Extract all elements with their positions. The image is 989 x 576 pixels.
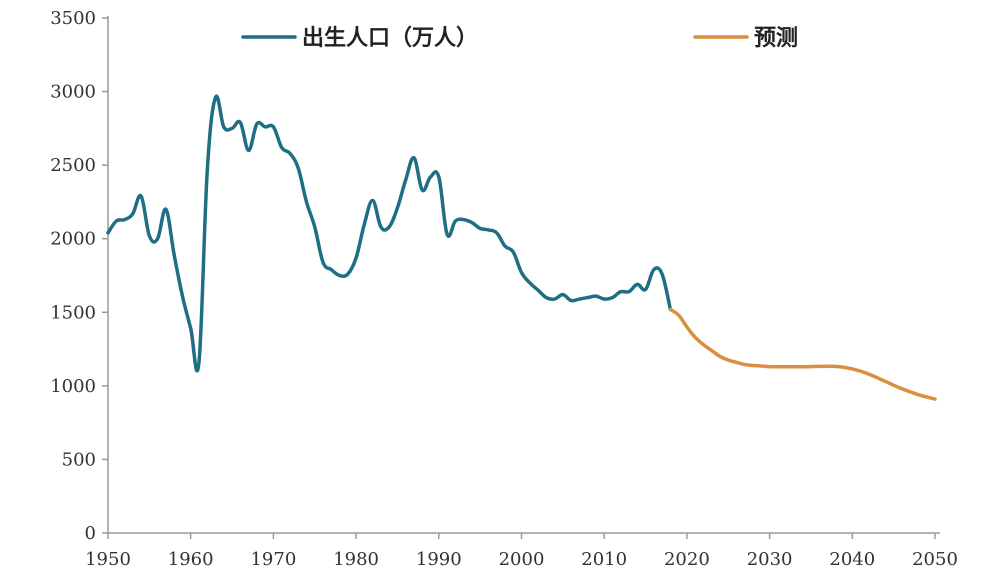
- chart-legend: 出生人口（万人） 预测: [241, 26, 798, 51]
- x-tick-label: 2030: [747, 549, 793, 570]
- x-tick-label: 1960: [168, 549, 214, 570]
- series-line-birth-population: [106, 94, 673, 373]
- y-tick-label: 1000: [50, 376, 96, 397]
- x-tick-label: 2050: [912, 549, 958, 570]
- y-tick-label: 1500: [50, 302, 96, 323]
- y-tick-label: 0: [85, 523, 96, 544]
- y-tick-label: 500: [62, 449, 96, 470]
- y-axis-ticks: 0 500 1000 1500 2000 2500 3000 3500: [50, 8, 108, 544]
- x-tick-label: 2020: [664, 549, 710, 570]
- chart-series: [106, 94, 937, 401]
- x-tick-label: 2010: [581, 549, 627, 570]
- series-line-forecast: [668, 307, 937, 401]
- x-tick-label: 1950: [85, 549, 131, 570]
- x-tick-label: 2000: [499, 549, 545, 570]
- legend-label-forecast: 预测: [754, 26, 798, 51]
- chart-axes: [107, 16, 940, 534]
- x-tick-label: 1980: [333, 549, 379, 570]
- x-tick-label: 2040: [829, 549, 875, 570]
- y-tick-label: 2500: [50, 155, 96, 176]
- y-tick-label: 2000: [50, 229, 96, 250]
- legend-label-birth-population: 出生人口（万人）: [302, 26, 478, 51]
- y-tick-label: 3500: [50, 8, 96, 29]
- x-axis-ticks: 1950 1960 1970 1980 1990 2000 2010 2020 2030 2040…: [85, 533, 958, 570]
- x-tick-label: 1970: [250, 549, 296, 570]
- x-tick-label: 1990: [416, 549, 462, 570]
- y-tick-label: 3000: [50, 82, 96, 103]
